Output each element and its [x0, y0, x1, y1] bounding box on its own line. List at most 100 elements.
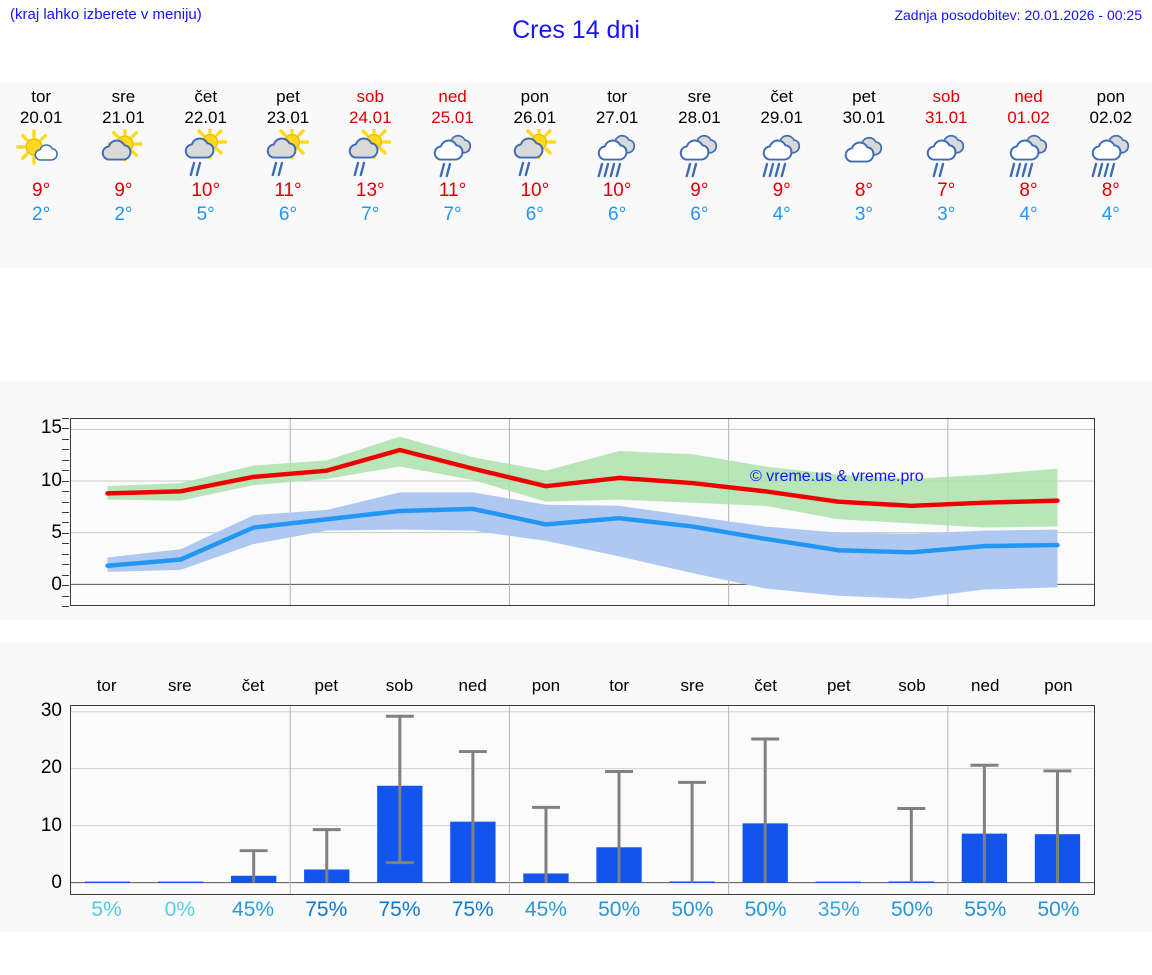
day-date: 20.01 — [19, 108, 63, 127]
day-weekday: ned — [438, 87, 467, 106]
day-column[interactable]: ned 01.02 8° 4° — [987, 82, 1069, 268]
precipitation-x-tick: ned — [458, 676, 487, 695]
page-header: (kraj lahko izberete v meniju) Cres 14 d… — [0, 0, 1152, 78]
sun-cloud-rain-icon — [165, 129, 247, 179]
day-date: 29.01 — [760, 108, 803, 127]
temperature-y-minor-tick — [62, 574, 69, 576]
day-column[interactable]: čet 22.01 10° 5° — [165, 82, 247, 268]
day-column[interactable]: tor 27.01 10° 6° — [576, 82, 658, 268]
precipitation-x-tick: ned — [971, 676, 1000, 695]
day-weekday: sre — [111, 87, 136, 106]
precipitation-x-tick: tor — [609, 676, 630, 695]
day-temp-min: 3° — [937, 204, 956, 225]
day-temp-min: 2° — [32, 204, 51, 225]
page-title: Cres 14 dni — [512, 16, 640, 44]
precipitation-x-tick: sre — [168, 676, 192, 695]
temperature-y-minor-tick — [62, 428, 69, 430]
day-temp-min: 4° — [1101, 204, 1120, 225]
day-temp-max: 9° — [772, 180, 791, 201]
day-column[interactable]: tor 20.01 9° 2° — [0, 82, 82, 268]
day-column[interactable]: pon 26.01 10° 6° — [494, 82, 576, 268]
cloud-rain-heavy-icon — [741, 129, 823, 179]
precipitation-x-tick: čet — [241, 676, 265, 695]
cloud-rain-light-icon — [411, 129, 493, 179]
day-column[interactable]: čet 29.01 9° 4° — [741, 82, 823, 268]
day-column[interactable]: pet 30.01 8° 3° — [823, 82, 905, 268]
day-temp-min: 3° — [854, 204, 874, 225]
sun-cloud-icon — [82, 129, 164, 179]
day-date: 01.02 — [1007, 108, 1050, 127]
day-temp-max: 9° — [32, 180, 51, 201]
temperature-y-minor-tick — [62, 553, 69, 555]
day-temp-max: 9° — [690, 180, 709, 201]
cloud-rain-heavy-icon — [576, 129, 658, 179]
temperature-y-minor-tick — [62, 606, 69, 607]
day-column[interactable]: sre 28.01 9° 6° — [658, 82, 740, 268]
temperature-y-minor-tick — [62, 491, 69, 493]
precipitation-probability: 50% — [598, 898, 641, 921]
precipitation-probability: 45% — [232, 898, 275, 921]
day-temp-max: 11° — [274, 180, 302, 201]
temperature-y-axis-labels: 0 5 10 15 — [4, 417, 69, 607]
precipitation-probability: 50% — [1037, 898, 1080, 921]
temperature-y-minor-tick — [62, 449, 69, 451]
day-temp-max: 13° — [355, 180, 385, 201]
precipitation-x-axis-labels: tor sre čet pet sob ned pon tor sre čet pet sob ned p… — [70, 676, 1095, 696]
day-date: 24.01 — [348, 108, 392, 127]
temperature-y-minor-tick — [62, 418, 69, 419]
day-temp-max: 8° — [1019, 180, 1038, 201]
temperature-y-tick: 0 — [51, 574, 62, 596]
day-temp-max: 10° — [520, 180, 550, 201]
day-temp-max: 8° — [854, 180, 874, 201]
sun-small-cloud-icon — [0, 129, 82, 179]
day-column[interactable]: sob 31.01 7° 3° — [905, 82, 987, 268]
precipitation-x-tick: sre — [680, 676, 705, 695]
temperature-y-tick: 5 — [51, 521, 62, 543]
cloud-rain-light-icon — [905, 129, 987, 179]
temperature-y-minor-tick — [62, 512, 69, 513]
day-weekday: čet — [770, 87, 794, 106]
day-temp-min: 6° — [690, 204, 709, 225]
precipitation-y-tick: 10 — [40, 814, 62, 836]
day-column[interactable]: sre 21.01 9° 2° — [82, 82, 164, 268]
day-date: 31.01 — [924, 108, 968, 127]
day-weekday: pet — [276, 87, 300, 106]
temperature-y-tick: 15 — [40, 417, 62, 439]
day-weekday: sob — [356, 87, 384, 106]
precipitation-probability: 45% — [524, 898, 567, 921]
location-menu-hint: (kraj lahko izberete v meniju) — [10, 6, 202, 23]
day-date: 30.01 — [842, 108, 886, 127]
precipitation-x-tick: pet — [826, 676, 851, 695]
temperature-y-minor-tick — [62, 564, 69, 566]
precipitation-probability: 75% — [378, 898, 421, 921]
temperature-y-minor-tick — [62, 480, 69, 482]
day-weekday: ned — [1014, 87, 1043, 106]
day-date: 02.02 — [1089, 108, 1133, 127]
temperature-y-minor-tick — [62, 585, 69, 587]
day-date: 23.01 — [266, 108, 310, 127]
temperature-y-minor-tick — [62, 459, 69, 461]
day-weekday: tor — [607, 87, 628, 106]
precipitation-probability: 55% — [964, 898, 1007, 921]
day-weekday: pon — [520, 87, 550, 106]
precipitation-probability: 75% — [451, 898, 494, 921]
precipitation-probability: 50% — [744, 898, 787, 921]
day-column[interactable]: pon 02.02 8° 4° — [1070, 82, 1152, 268]
day-column[interactable]: ned 25.01 11° 7° — [411, 82, 493, 268]
day-temp-max: 10° — [191, 180, 221, 201]
day-temp-max: 7° — [937, 180, 956, 201]
day-column[interactable]: sob 24.01 13° 7° — [329, 82, 411, 268]
day-weekday: tor — [31, 87, 52, 106]
day-temp-max: 8° — [1101, 180, 1120, 201]
sun-cloud-rain-icon — [494, 129, 576, 179]
cloud-icon — [823, 129, 905, 179]
day-date: 26.01 — [513, 108, 557, 127]
day-column[interactable]: pet 23.01 11° 6° — [247, 82, 329, 268]
precipitation-probability: 50% — [671, 898, 714, 921]
day-temp-min: 2° — [114, 204, 133, 225]
precipitation-y-tick: 0 — [51, 872, 62, 894]
day-temp-max: 11° — [438, 180, 467, 201]
day-temp-max: 10° — [602, 180, 632, 201]
day-temp-min: 5° — [196, 204, 215, 225]
